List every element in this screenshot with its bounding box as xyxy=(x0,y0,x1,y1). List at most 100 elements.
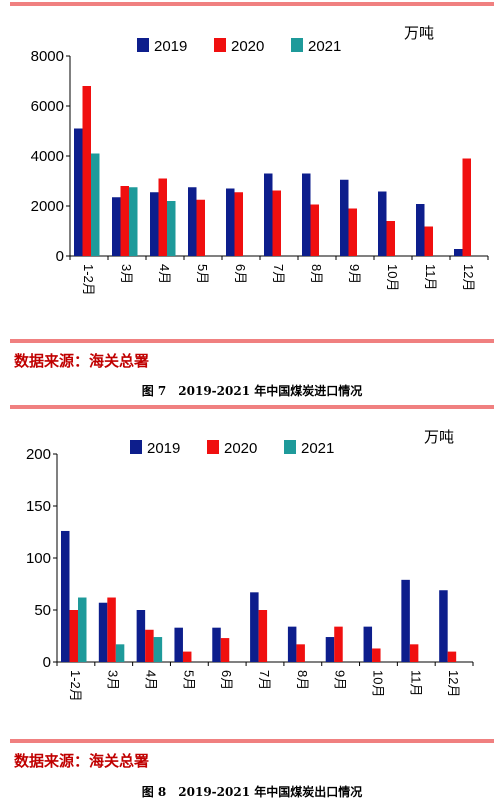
bar-2019-11 xyxy=(454,249,463,256)
bar-2020-1 xyxy=(69,610,78,662)
chart2-caption: 图 8 2019-2021 年中国煤炭出口情况 xyxy=(141,785,363,799)
bar-2019-5 xyxy=(226,188,235,256)
bar-2019-9 xyxy=(378,191,387,256)
bar-2019-2 xyxy=(98,602,108,662)
x-tick-label: 7月 xyxy=(257,670,272,690)
bar-2019-6 xyxy=(250,592,259,662)
chart1-bottom-divider xyxy=(10,339,494,343)
y-tick-label: 4000 xyxy=(31,148,64,165)
bar-2020-5 xyxy=(220,638,230,662)
bar-2020-4 xyxy=(182,651,192,662)
bar-2020-11 xyxy=(447,651,457,662)
bar-2019-3 xyxy=(136,610,146,662)
bar-2019-4 xyxy=(174,627,183,662)
legend-label-2020: 2020 xyxy=(224,440,257,457)
legend-swatch-2019 xyxy=(130,440,142,454)
bar-2019-7 xyxy=(302,173,311,256)
bar-2021-2 xyxy=(115,644,125,662)
x-tick-label: 8月 xyxy=(309,264,324,284)
bar-2020-3 xyxy=(158,178,167,256)
x-tick-label: 4月 xyxy=(157,264,172,284)
x-tick-label: 11月 xyxy=(408,670,423,697)
bar-2020-1 xyxy=(82,86,91,256)
bar-2019-9 xyxy=(363,626,373,662)
x-tick-label: 10月 xyxy=(370,670,385,697)
bar-2019-1 xyxy=(74,128,83,256)
bar-2020-10 xyxy=(424,226,433,256)
y-tick-label: 200 xyxy=(26,446,51,463)
legend-label-2019: 2019 xyxy=(147,440,180,457)
bar-2019-3 xyxy=(150,192,159,256)
legend-label-2021: 2021 xyxy=(308,38,341,55)
bar-2019-6 xyxy=(264,173,273,256)
legend-label-2020: 2020 xyxy=(231,38,264,55)
legend-label-2019: 2019 xyxy=(154,38,187,55)
x-tick-label: 3月 xyxy=(119,264,134,284)
x-tick-label: 9月 xyxy=(333,670,348,690)
y-tick-label: 150 xyxy=(26,498,51,515)
bar-2021-3 xyxy=(153,637,163,662)
coal-import-chart: 2019 2020 2021 万吨 0 2000 4000 6000 8000 1-2月 3月 4月 5… xyxy=(31,25,489,296)
bar-2019-7 xyxy=(287,626,297,662)
x-tick-label: 3月 xyxy=(106,670,121,690)
bar-2019-10 xyxy=(401,579,410,662)
unit-label: 万吨 xyxy=(424,429,454,446)
bar-2020-4 xyxy=(196,199,205,256)
bar-2021-2 xyxy=(129,187,138,256)
chart2-bottom-divider xyxy=(10,739,494,743)
bar-2020-2 xyxy=(107,597,116,662)
chart2-top-divider xyxy=(10,405,494,409)
bar-2020-3 xyxy=(145,629,154,662)
x-tick-label: 7月 xyxy=(271,264,286,284)
chart2-source: 数据来源：海关总署 xyxy=(14,752,150,770)
bar-2019-1 xyxy=(61,530,70,662)
x-tick-label: 11月 xyxy=(423,264,438,291)
x-tick-label: 1-2月 xyxy=(81,264,96,296)
top-divider xyxy=(10,2,494,6)
x-tick-label: 8月 xyxy=(295,670,310,690)
legend-swatch-2021 xyxy=(291,38,303,52)
bar-2019-4 xyxy=(188,187,197,256)
x-tick-label: 6月 xyxy=(233,264,248,284)
chart1-caption: 图 7 2019-2021 年中国煤炭进口情况 xyxy=(141,384,363,398)
bar-2021-1 xyxy=(91,153,100,256)
y-tick-label: 50 xyxy=(34,602,51,619)
bar-2020-11 xyxy=(462,158,471,256)
x-tick-label: 4月 xyxy=(144,670,159,690)
bar-2020-5 xyxy=(234,192,243,256)
bar-2020-8 xyxy=(334,626,343,662)
y-tick-label: 100 xyxy=(26,550,51,567)
y-tick-label: 6000 xyxy=(31,98,64,115)
x-tick-label: 12月 xyxy=(461,264,476,291)
x-tick-label: 1-2月 xyxy=(68,670,83,702)
y-tick-label: 8000 xyxy=(31,48,64,65)
legend-swatch-2020 xyxy=(207,440,219,454)
legend-label-2021: 2021 xyxy=(301,440,334,457)
bar-2020-7 xyxy=(310,204,319,256)
y-tick-label: 0 xyxy=(56,248,64,265)
bar-2020-6 xyxy=(258,610,268,662)
bar-2019-8 xyxy=(325,637,335,662)
x-tick-label: 9月 xyxy=(347,264,362,284)
bar-2020-2 xyxy=(120,186,129,256)
x-tick-label: 5月 xyxy=(195,264,210,284)
bar-2019-10 xyxy=(416,204,425,256)
y-tick-label: 2000 xyxy=(31,198,64,215)
legend-swatch-2020 xyxy=(214,38,226,52)
bar-2019-2 xyxy=(112,197,121,256)
x-tick-label: 12月 xyxy=(446,670,461,697)
x-tick-label: 5月 xyxy=(181,670,196,690)
bar-2020-10 xyxy=(409,644,419,662)
x-tick-label: 6月 xyxy=(219,670,234,690)
legend-swatch-2019 xyxy=(137,38,149,52)
bar-2020-7 xyxy=(296,644,305,662)
bar-2021-3 xyxy=(167,201,176,256)
bar-2020-6 xyxy=(272,190,281,256)
chart1-source: 数据来源：海关总署 xyxy=(14,352,150,370)
y-tick-label: 0 xyxy=(43,654,51,671)
legend-swatch-2021 xyxy=(284,440,296,454)
coal-export-chart: 2019 2020 2021 万吨 0 50 100 150 200 1-2月 3月 4月 5月 6月 7月… xyxy=(26,429,474,702)
bar-2019-8 xyxy=(340,179,349,256)
x-tick-label: 10月 xyxy=(385,264,400,291)
bar-2020-9 xyxy=(372,648,381,662)
